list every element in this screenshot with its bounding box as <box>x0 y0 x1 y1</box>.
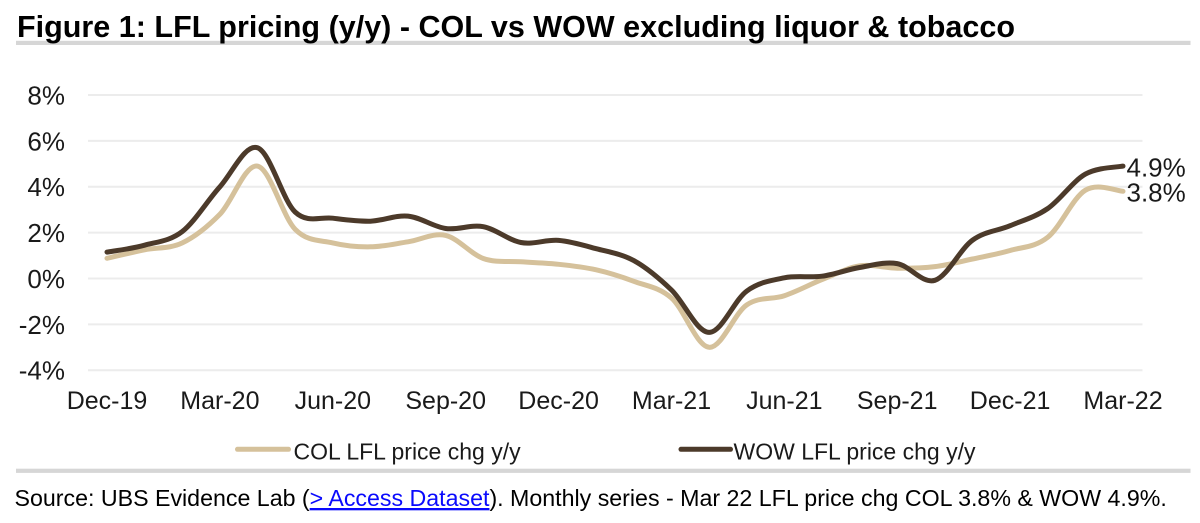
svg-text:Sep-21: Sep-21 <box>857 387 938 415</box>
svg-text:Dec-21: Dec-21 <box>970 387 1051 415</box>
svg-text:Dec-20: Dec-20 <box>518 387 599 415</box>
svg-text:COL LFL price chg y/y: COL LFL price chg y/y <box>294 439 522 465</box>
svg-text:Mar-20: Mar-20 <box>180 387 259 415</box>
svg-text:4.9%: 4.9% <box>1127 153 1186 183</box>
svg-text:8%: 8% <box>27 80 65 110</box>
svg-text:WOW LFL price chg y/y: WOW LFL price chg y/y <box>734 439 976 465</box>
svg-text:Jun-20: Jun-20 <box>295 387 371 415</box>
svg-text:Figure 1: LFL pricing (y/y) -: Figure 1: LFL pricing (y/y) - COL vs WOW… <box>17 10 1015 44</box>
svg-text:0%: 0% <box>27 264 65 294</box>
svg-text:6%: 6% <box>27 126 65 156</box>
svg-text:2%: 2% <box>27 218 65 248</box>
svg-text:Source: UBS Evidence Lab (> Ac: Source: UBS Evidence Lab (> Access Datas… <box>15 485 1167 511</box>
svg-text:Mar-21: Mar-21 <box>632 387 711 415</box>
svg-text:Sep-20: Sep-20 <box>405 387 486 415</box>
svg-text:3.8%: 3.8% <box>1127 178 1186 208</box>
svg-text:4%: 4% <box>27 172 65 202</box>
svg-text:-4%: -4% <box>19 356 65 386</box>
svg-text:Mar-22: Mar-22 <box>1083 387 1162 415</box>
svg-text:Jun-21: Jun-21 <box>746 387 822 415</box>
svg-text:-2%: -2% <box>19 310 65 340</box>
svg-text:Dec-19: Dec-19 <box>67 387 148 415</box>
